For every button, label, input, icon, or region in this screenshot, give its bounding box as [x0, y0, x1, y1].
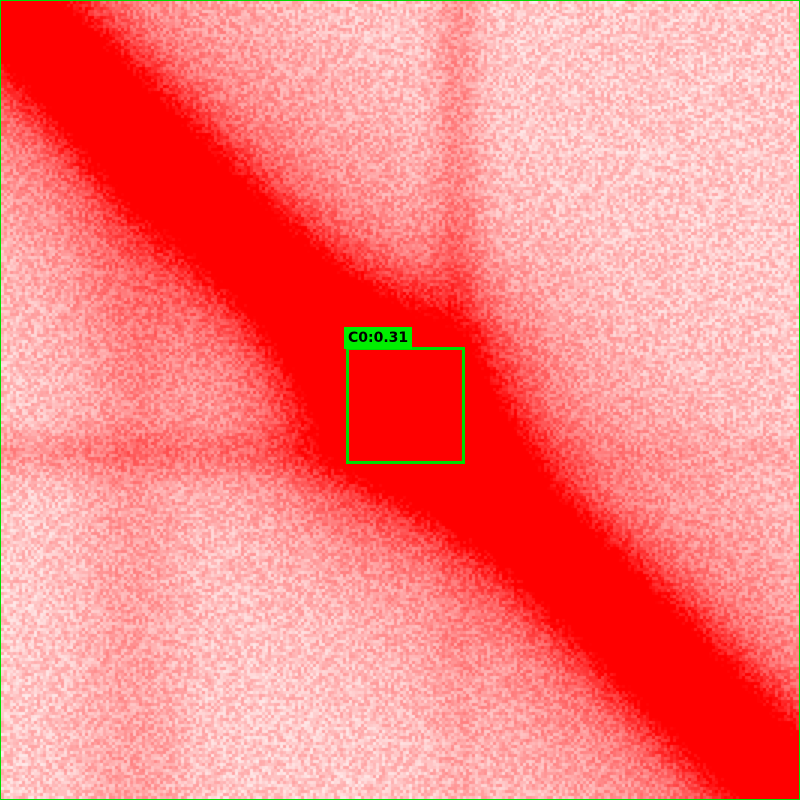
detection-label: C0:0.31 — [344, 327, 413, 349]
detection-box — [346, 347, 465, 464]
